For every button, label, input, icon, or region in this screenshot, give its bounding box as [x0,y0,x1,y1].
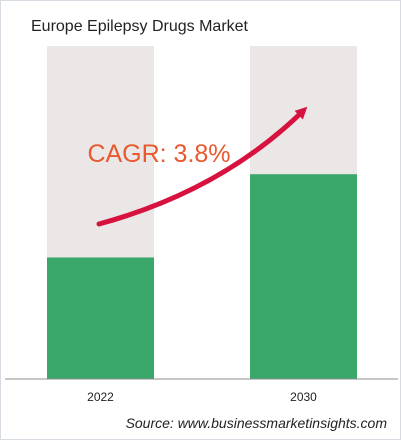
source-label: Source: www.businessmarketinsights.com [126,415,388,431]
x-axis-ticks: 2022 2030 [87,390,317,404]
chart-title: Europe Epilepsy Drugs Market [31,18,249,35]
x-tick-label-2030: 2030 [290,390,317,404]
bar-2030 [250,174,357,379]
bars-layer [47,46,357,379]
growth-arrow [96,106,308,227]
cagr-annotation: CAGR: 3.8% [87,140,230,168]
bar-2022 [47,257,154,379]
x-tick-label-2022: 2022 [87,390,114,404]
